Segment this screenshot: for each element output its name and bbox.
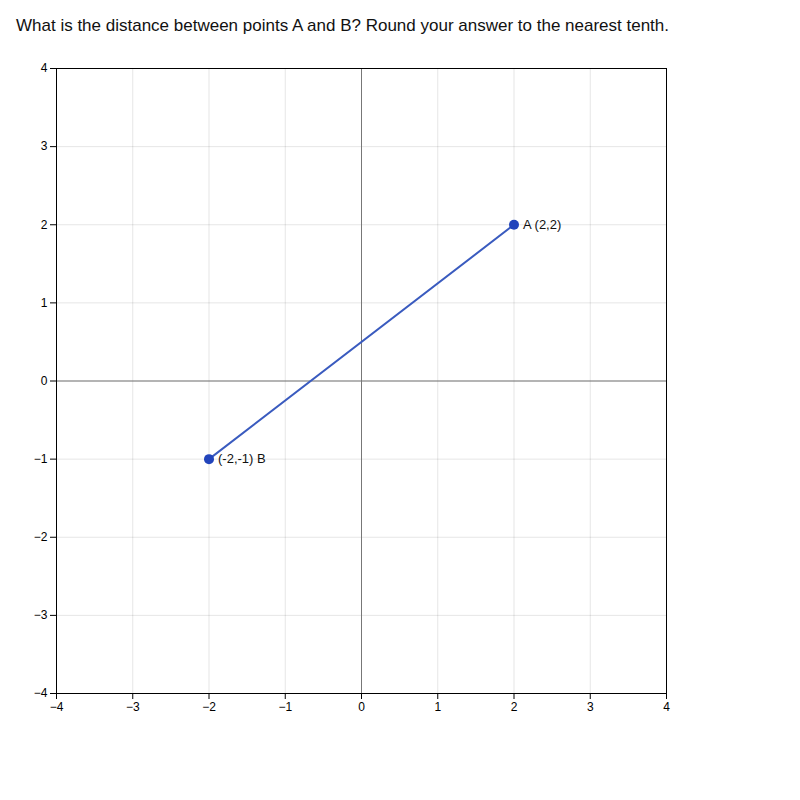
svg-text:−1: −1 — [34, 452, 48, 466]
svg-text:A (2,2): A (2,2) — [523, 217, 561, 232]
svg-text:2: 2 — [511, 700, 518, 714]
svg-text:1: 1 — [41, 296, 48, 310]
svg-text:−4: −4 — [50, 700, 64, 714]
svg-text:3: 3 — [41, 139, 48, 153]
svg-text:−2: −2 — [202, 700, 216, 714]
svg-text:−4: −4 — [34, 686, 48, 700]
svg-text:1: 1 — [434, 700, 441, 714]
svg-text:(-2,-1) B: (-2,-1) B — [218, 451, 266, 466]
svg-text:0: 0 — [41, 374, 48, 388]
svg-text:−3: −3 — [126, 700, 140, 714]
html-text:What is the distance between p: What is the distance between points A an… — [16, 16, 669, 35]
svg-text:−1: −1 — [278, 700, 292, 714]
svg-text:4: 4 — [663, 700, 670, 714]
svg-text:−2: −2 — [34, 530, 48, 544]
svg-text:4: 4 — [41, 61, 48, 75]
svg-text:0: 0 — [358, 700, 365, 714]
svg-text:3: 3 — [587, 700, 594, 714]
svg-text:−3: −3 — [34, 608, 48, 622]
svg-text:2: 2 — [41, 218, 48, 232]
